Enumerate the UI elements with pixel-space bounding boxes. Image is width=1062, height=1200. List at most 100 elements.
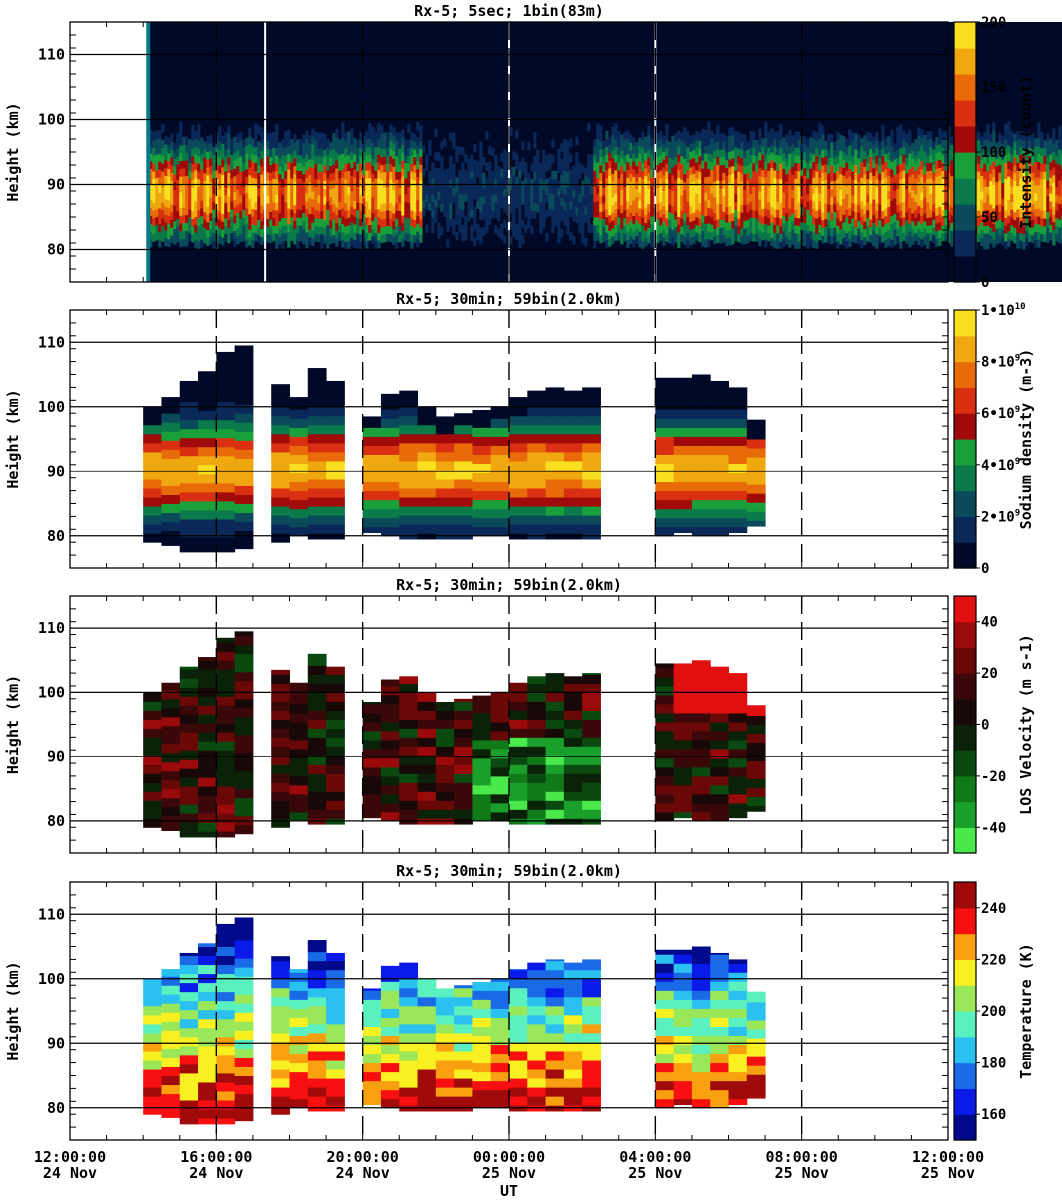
intensity-cell — [773, 130, 777, 140]
intensity-cell — [857, 181, 861, 190]
intensity-cell — [1052, 190, 1056, 199]
intensity-cell — [749, 185, 753, 195]
intensity-cell — [521, 157, 525, 166]
intensity-cell — [809, 207, 813, 216]
intensity-cell — [818, 169, 822, 178]
intensity-cell — [632, 215, 636, 224]
intensity-cell — [335, 136, 339, 146]
intensity-cell — [611, 204, 615, 213]
intensity-cell — [914, 232, 918, 242]
intensity-cell — [557, 226, 561, 236]
intensity-cell — [992, 176, 996, 186]
intensity-cell — [761, 185, 765, 194]
intensity-cell — [1055, 202, 1059, 211]
intensity-cell — [413, 234, 417, 244]
intensity-cell — [860, 239, 864, 249]
intensity-cell — [836, 240, 840, 250]
intensity-cell — [1058, 172, 1062, 181]
intensity-cell — [185, 199, 189, 208]
intensity-cell — [596, 138, 600, 148]
intensity-cell — [1004, 194, 1008, 203]
intensity-cell — [311, 144, 315, 153]
intensity-cell — [677, 146, 681, 155]
intensity-cell — [266, 164, 270, 173]
intensity-cell — [515, 176, 519, 186]
intensity-cell — [182, 214, 186, 224]
intensity-cell — [731, 181, 735, 190]
intensity-cell — [284, 131, 288, 140]
intensity-cell — [773, 177, 777, 187]
intensity-cell — [668, 149, 672, 158]
intensity-cell — [176, 156, 180, 165]
intensity-cell — [458, 185, 462, 194]
intensity-cell — [860, 138, 864, 147]
intensity-cell — [776, 139, 780, 148]
intensity-cell — [449, 218, 453, 227]
intensity-cell — [911, 220, 915, 230]
intensity-cell — [1034, 200, 1038, 209]
intensity-cell — [413, 156, 417, 166]
intensity-cell — [947, 133, 951, 142]
intensity-cell — [650, 239, 654, 248]
intensity-cell — [155, 216, 159, 225]
intensity-cell — [182, 152, 186, 161]
intensity-cell — [512, 151, 516, 160]
intensity-cell — [641, 225, 645, 234]
intensity-cell — [242, 170, 246, 179]
intensity-cell — [977, 217, 981, 227]
intensity-cell — [989, 196, 993, 205]
intensity-cell — [239, 163, 243, 172]
intensity-cell — [884, 200, 888, 209]
intensity-cell — [281, 209, 285, 218]
intensity-cell — [812, 161, 816, 170]
intensity-cell — [836, 147, 840, 156]
intensity-cell — [380, 125, 384, 134]
intensity-cell — [722, 226, 726, 236]
intensity-cell — [377, 185, 381, 194]
intensity-cell — [305, 177, 309, 186]
intensity-cell — [695, 232, 699, 241]
intensity-cell — [797, 139, 801, 149]
intensity-cell — [950, 136, 954, 145]
intensity-cell — [692, 181, 696, 190]
intensity-cell — [512, 174, 516, 184]
intensity-cell — [425, 201, 429, 210]
intensity-cell — [875, 241, 879, 250]
intensity-cell — [1001, 190, 1005, 199]
intensity-cell — [629, 157, 633, 167]
intensity-cell — [824, 171, 828, 181]
intensity-cell — [929, 185, 933, 195]
intensity-cell — [869, 187, 873, 197]
intensity-cell — [803, 191, 807, 200]
intensity-cell — [554, 186, 558, 195]
intensity-cell — [233, 176, 237, 185]
intensity-cell — [389, 233, 393, 243]
intensity-cell — [626, 216, 630, 225]
intensity-cell — [1052, 143, 1056, 152]
intensity-cell — [731, 165, 735, 175]
intensity-cell — [218, 149, 222, 158]
intensity-cell — [677, 208, 681, 217]
intensity-cell — [869, 226, 873, 236]
intensity-cell — [686, 193, 690, 202]
intensity-cell — [191, 234, 195, 243]
intensity-cell — [806, 154, 810, 163]
intensity-cell — [266, 171, 270, 181]
intensity-cell — [1031, 141, 1035, 150]
intensity-cell — [485, 201, 489, 210]
intensity-cell — [830, 157, 834, 166]
intensity-cell — [503, 204, 507, 213]
intensity-cell — [290, 138, 294, 148]
intensity-cell — [608, 230, 612, 239]
intensity-cell — [158, 137, 162, 147]
intensity-cell — [260, 205, 264, 214]
intensity-cell — [821, 149, 825, 158]
intensity-cell — [362, 213, 366, 223]
intensity-cell — [518, 169, 522, 178]
intensity-cell — [254, 217, 258, 226]
intensity-cell — [500, 168, 504, 178]
intensity-cell — [242, 162, 246, 172]
intensity-cell — [830, 220, 834, 229]
intensity-cell — [323, 164, 327, 174]
intensity-cell — [674, 187, 678, 197]
